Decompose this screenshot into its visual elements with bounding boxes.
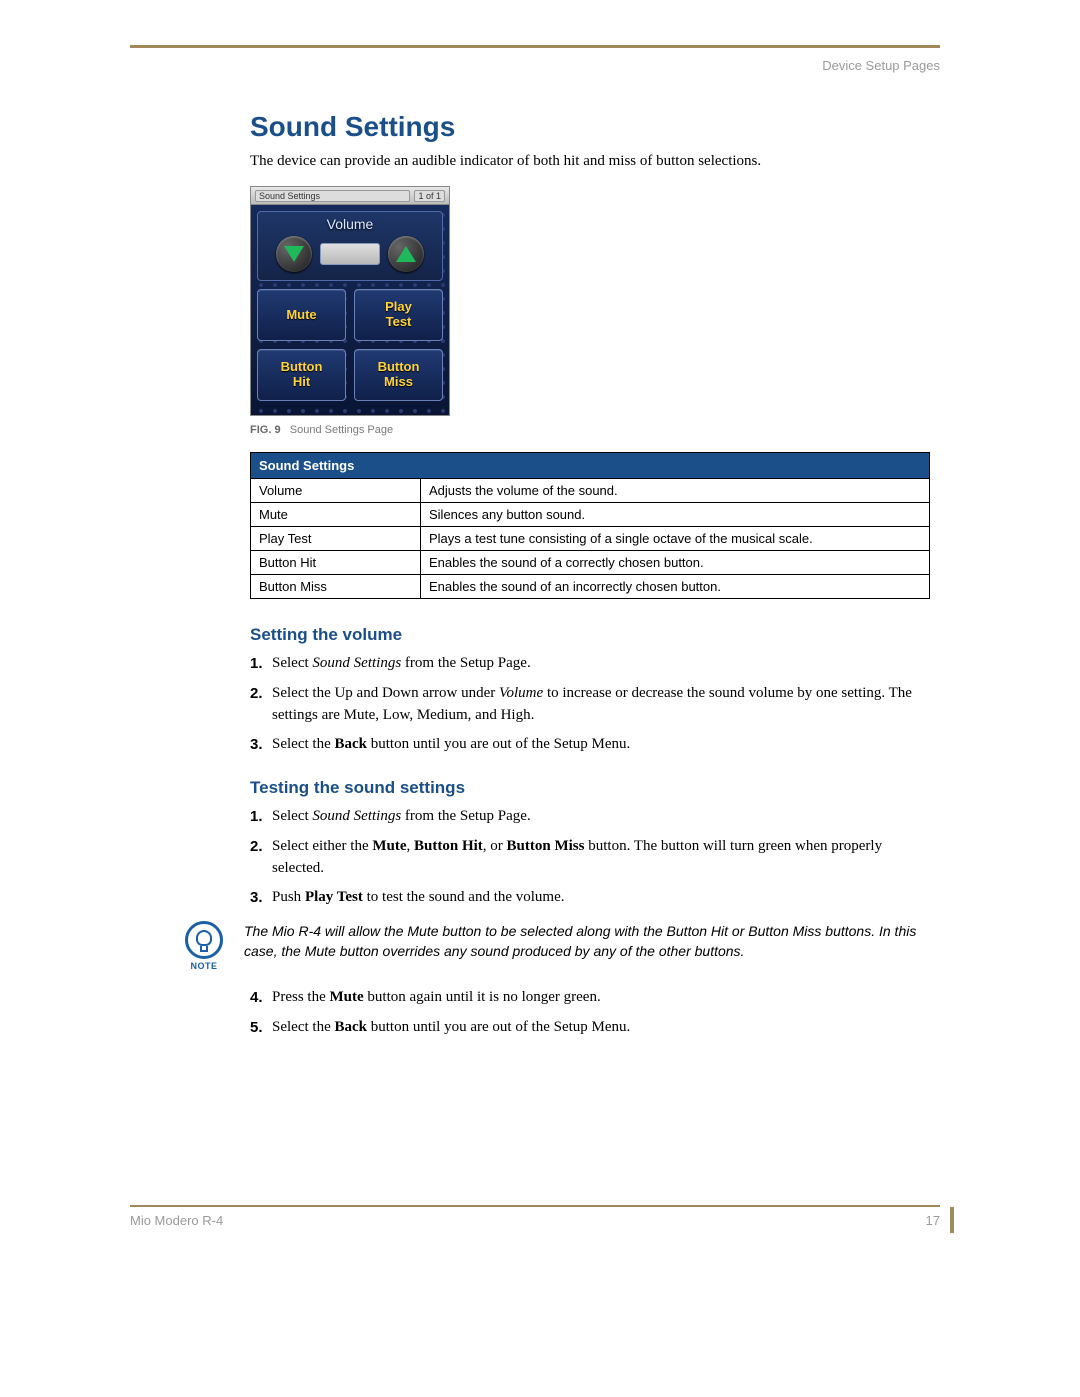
footer-rule xyxy=(130,1205,940,1207)
figure-number: FIG. 9 xyxy=(250,424,281,436)
figure-caption-text: Sound Settings Page xyxy=(290,424,393,436)
table-cell-key: Mute xyxy=(251,503,421,527)
intro-paragraph: The device can provide an audible indica… xyxy=(250,151,930,172)
footer-row: Mio Modero R-4 17 xyxy=(130,1213,940,1228)
note-icon: NOTE xyxy=(182,921,226,971)
top-rule xyxy=(130,45,940,48)
header-section-label: Device Setup Pages xyxy=(130,58,940,73)
page-title: Sound Settings xyxy=(250,111,930,143)
step: Select the Up and Down arrow under Volum… xyxy=(272,683,930,727)
step: Select either the Mute, Button Hit, or B… xyxy=(272,836,930,880)
device-titlebar-page: 1 of 1 xyxy=(414,190,445,202)
button-hit-button-label: Button Hit xyxy=(281,360,323,390)
lightbulb-icon xyxy=(185,921,223,959)
table-cell-key: Volume xyxy=(251,479,421,503)
figure-caption: FIG. 9 Sound Settings Page xyxy=(250,424,930,436)
table-row: Button HitEnables the sound of a correct… xyxy=(251,551,930,575)
step: Select Sound Settings from the Setup Pag… xyxy=(272,653,930,675)
volume-label: Volume xyxy=(327,216,374,232)
step: Push Play Test to test the sound and the… xyxy=(272,887,930,909)
device-button-grid: Mute Play Test Button Hit Button Miss xyxy=(257,289,443,401)
volume-panel: Volume xyxy=(257,211,443,281)
device-titlebar-label: Sound Settings xyxy=(255,190,410,202)
note-block: NOTE The Mio R-4 will allow the Mute but… xyxy=(182,921,930,971)
table-cell-key: Button Hit xyxy=(251,551,421,575)
play-test-button-label: Play Test xyxy=(385,300,412,330)
page-edge-marker xyxy=(950,1207,954,1233)
table-row: MuteSilences any button sound. xyxy=(251,503,930,527)
table-cell-value: Enables the sound of a correctly chosen … xyxy=(421,551,930,575)
table-cell-value: Silences any button sound. xyxy=(421,503,930,527)
volume-level-bar xyxy=(320,243,380,265)
step: Select the Back button until you are out… xyxy=(272,734,930,756)
page-footer: Mio Modero R-4 17 xyxy=(130,1205,940,1228)
table-row: Play TestPlays a test tune consisting of… xyxy=(251,527,930,551)
triangle-down-icon xyxy=(284,246,304,262)
table-cell-value: Plays a test tune consisting of a single… xyxy=(421,527,930,551)
step: Select Sound Settings from the Setup Pag… xyxy=(272,806,930,828)
note-text: The Mio R-4 will allow the Mute button t… xyxy=(244,921,930,962)
triangle-up-icon xyxy=(396,246,416,262)
button-miss-button[interactable]: Button Miss xyxy=(354,349,443,401)
step: Press the Mute button again until it is … xyxy=(272,987,930,1009)
page-body: Device Setup Pages Sound Settings The de… xyxy=(130,45,940,1061)
subsection-setting-volume: Setting the volume xyxy=(250,625,930,645)
button-hit-button[interactable]: Button Hit xyxy=(257,349,346,401)
steps-testing-sound-a: Select Sound Settings from the Setup Pag… xyxy=(250,806,930,909)
sound-settings-table: Sound Settings VolumeAdjusts the volume … xyxy=(250,452,930,599)
table-cell-key: Button Miss xyxy=(251,575,421,599)
table-cell-value: Enables the sound of an incorrectly chos… xyxy=(421,575,930,599)
table-header: Sound Settings xyxy=(251,453,930,479)
step: Select the Back button until you are out… xyxy=(272,1017,930,1039)
volume-up-button[interactable] xyxy=(388,236,424,272)
table-row: VolumeAdjusts the volume of the sound. xyxy=(251,479,930,503)
button-miss-button-label: Button Miss xyxy=(378,360,420,390)
content-area: Sound Settings The device can provide an… xyxy=(250,111,930,1039)
footer-page-number: 17 xyxy=(926,1213,940,1228)
device-titlebar: Sound Settings 1 of 1 xyxy=(251,187,449,205)
volume-down-button[interactable] xyxy=(276,236,312,272)
steps-testing-sound-b: Press the Mute button again until it is … xyxy=(250,987,930,1039)
device-body: Volume Mute Play Test Button Hit Button … xyxy=(251,205,449,415)
footer-left: Mio Modero R-4 xyxy=(130,1213,926,1228)
volume-row xyxy=(276,236,424,272)
table-cell-value: Adjusts the volume of the sound. xyxy=(421,479,930,503)
subsection-testing-sound: Testing the sound settings xyxy=(250,778,930,798)
note-label: NOTE xyxy=(182,961,226,971)
play-test-button[interactable]: Play Test xyxy=(354,289,443,341)
steps-setting-volume: Select Sound Settings from the Setup Pag… xyxy=(250,653,930,756)
device-screenshot: Sound Settings 1 of 1 Volume Mute Play T… xyxy=(250,186,450,416)
table-row: Button MissEnables the sound of an incor… xyxy=(251,575,930,599)
mute-button[interactable]: Mute xyxy=(257,289,346,341)
mute-button-label: Mute xyxy=(286,308,316,323)
table-cell-key: Play Test xyxy=(251,527,421,551)
